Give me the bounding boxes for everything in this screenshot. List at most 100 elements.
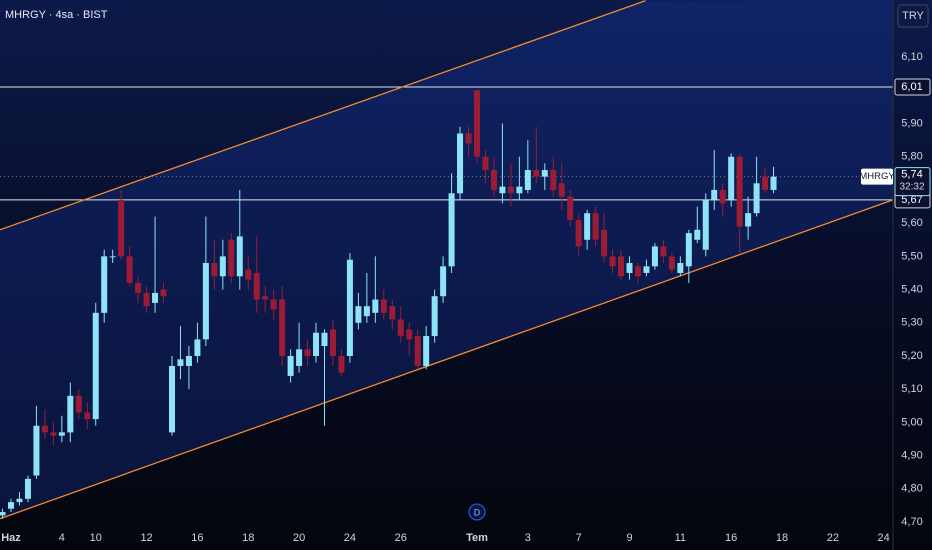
y-tick-label: 4,90: [901, 450, 922, 462]
candle-body: [279, 299, 286, 356]
candle-body: [67, 395, 74, 433]
candle-body: [406, 329, 413, 340]
candle-body: [355, 306, 362, 323]
candle-body: [0, 512, 6, 516]
candle-body: [516, 186, 523, 194]
candle-body: [474, 90, 481, 157]
candle-body: [719, 189, 726, 204]
x-tick-label: 18: [242, 532, 254, 544]
candle-body: [236, 236, 243, 277]
candle-body: [397, 319, 404, 337]
x-tick-label: 16: [725, 532, 737, 544]
candle-body: [126, 256, 133, 283]
x-tick-label: 3: [525, 532, 531, 544]
candle-body: [431, 296, 438, 337]
candle-body: [92, 312, 99, 420]
candle-body: [660, 246, 667, 257]
candle-body: [753, 183, 760, 214]
candle-body: [762, 176, 769, 190]
y-tick-label: 5,30: [901, 317, 922, 329]
candle-body: [262, 296, 269, 300]
x-tick-label: 12: [140, 532, 152, 544]
candle-body: [389, 306, 396, 320]
candle-body: [575, 219, 582, 247]
candle-body: [33, 425, 40, 476]
candle-body: [287, 355, 294, 376]
candle-body: [329, 329, 336, 356]
candle-body: [185, 355, 192, 366]
x-tick-label: 20: [293, 532, 305, 544]
candle-body: [270, 299, 277, 310]
candle-body: [135, 282, 142, 293]
candle-body: [168, 365, 175, 433]
candle-body: [618, 256, 625, 277]
currency-button[interactable]: [897, 4, 929, 28]
candle-body: [736, 156, 743, 227]
candle-body: [101, 256, 108, 313]
y-tick-label: 5,20: [901, 350, 922, 362]
dividend-marker-label[interactable]: D: [474, 507, 481, 517]
candle-body: [24, 478, 31, 499]
x-tick-label: 22: [827, 532, 839, 544]
candle-body: [584, 213, 591, 240]
candle-body: [448, 193, 455, 267]
candle-body: [338, 355, 345, 373]
countdown: 32:32: [899, 181, 924, 192]
y-tick-label: 5,10: [901, 383, 922, 395]
candle-body: [634, 266, 641, 277]
candle-body: [423, 336, 430, 366]
symbol-tag-box: [861, 168, 893, 185]
price-label: 6,01: [901, 81, 922, 93]
y-tick-label: 4,80: [901, 483, 922, 495]
candle-body: [177, 359, 184, 366]
candle-body: [58, 432, 65, 436]
candle-body: [109, 256, 116, 258]
last-price-label: 5,74: [901, 169, 922, 181]
candle-body: [651, 246, 658, 267]
currency-label[interactable]: TRY: [902, 10, 924, 22]
candle-body: [457, 133, 464, 194]
candle-body: [541, 170, 548, 177]
candle-body: [694, 229, 701, 240]
candle-body: [152, 292, 159, 303]
last-price-box: [894, 167, 931, 197]
candle-body: [550, 170, 557, 190]
x-tick-label: 4: [59, 532, 65, 544]
candle-body: [643, 266, 650, 273]
candle-body: [728, 156, 735, 200]
candle-body: [380, 299, 387, 313]
x-tick-label: 9: [626, 532, 632, 544]
candle-body: [482, 156, 489, 171]
candle-body: [75, 395, 82, 413]
candle-body: [533, 170, 540, 177]
channel-fill: [0, 0, 893, 519]
trend-line: [0, 0, 646, 231]
x-tick-label: 16: [191, 532, 203, 544]
price-label-box: [894, 78, 931, 96]
candle-body: [245, 269, 252, 280]
candle-body: [219, 256, 226, 277]
x-tick-label: Haz: [1, 532, 21, 544]
candle-body: [592, 213, 599, 240]
candle-body: [524, 170, 531, 190]
candle-body: [304, 349, 311, 356]
dividend-marker[interactable]: [468, 503, 486, 521]
y-tick-label: 5,50: [901, 250, 922, 262]
candle-body: [567, 196, 574, 220]
candle-body: [211, 263, 218, 277]
candle-body: [321, 332, 328, 347]
x-tick-label: 24: [878, 532, 890, 544]
trend-line: [0, 199, 894, 520]
x-tick-label: 26: [395, 532, 407, 544]
y-tick-label: 5,00: [901, 416, 922, 428]
y-tick-label: 5,60: [901, 217, 922, 229]
candle-body: [490, 170, 497, 190]
candle-body: [626, 263, 633, 273]
candle-body: [558, 183, 565, 197]
candle-body: [465, 133, 472, 144]
candle-body: [702, 199, 709, 250]
candle-body: [143, 292, 150, 307]
candle-body: [685, 233, 692, 267]
x-tick-label: 24: [344, 532, 356, 544]
y-tick-label: 5,90: [901, 117, 922, 129]
